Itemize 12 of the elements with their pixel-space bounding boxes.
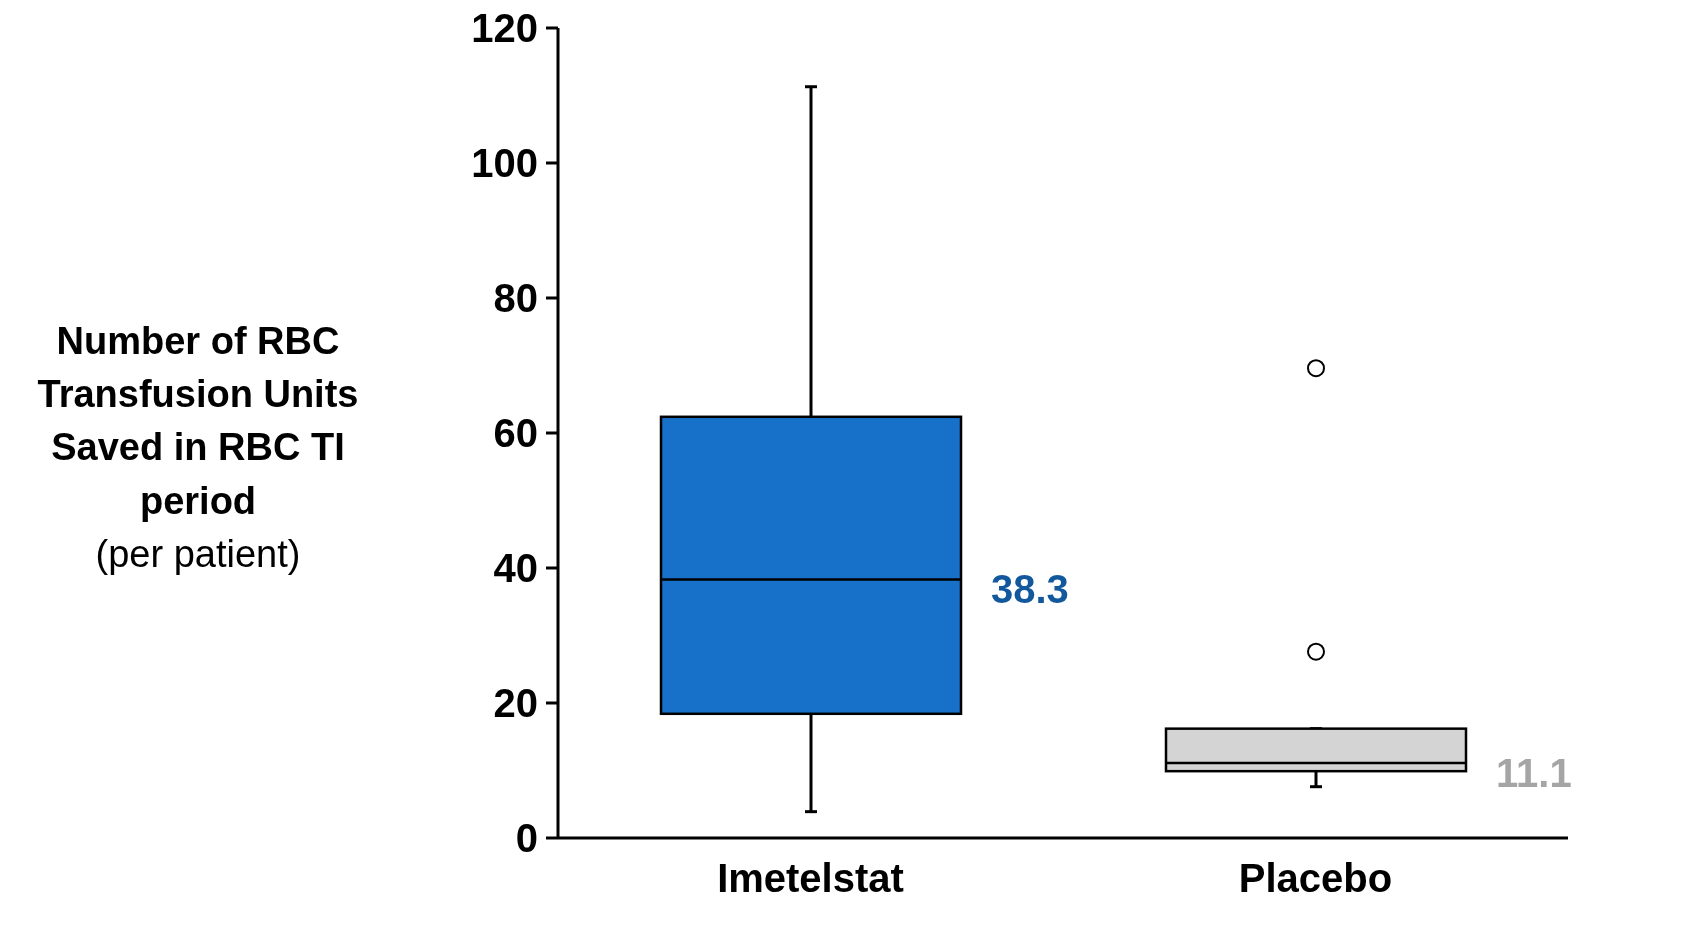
y-axis-title: Number of RBC Transfusion Units Saved in RBC TI period (per patient) (36, 319, 360, 577)
y-tick-label: 40 (493, 546, 538, 591)
y-tick-label: 60 (493, 411, 538, 456)
y-tick-label: 100 (471, 141, 538, 186)
x-tick-label: Placebo (1238, 856, 1393, 901)
y-tick-label: 0 (515, 816, 538, 861)
text: 38.3 (991, 567, 1069, 612)
x-tick-label: Imetelstat (717, 856, 904, 901)
y-tick-label: 80 (493, 276, 538, 321)
text: 11.1 (1496, 751, 1572, 796)
y-tick-label: 20 (493, 681, 538, 726)
y-tick-label: 120 (471, 6, 538, 51)
